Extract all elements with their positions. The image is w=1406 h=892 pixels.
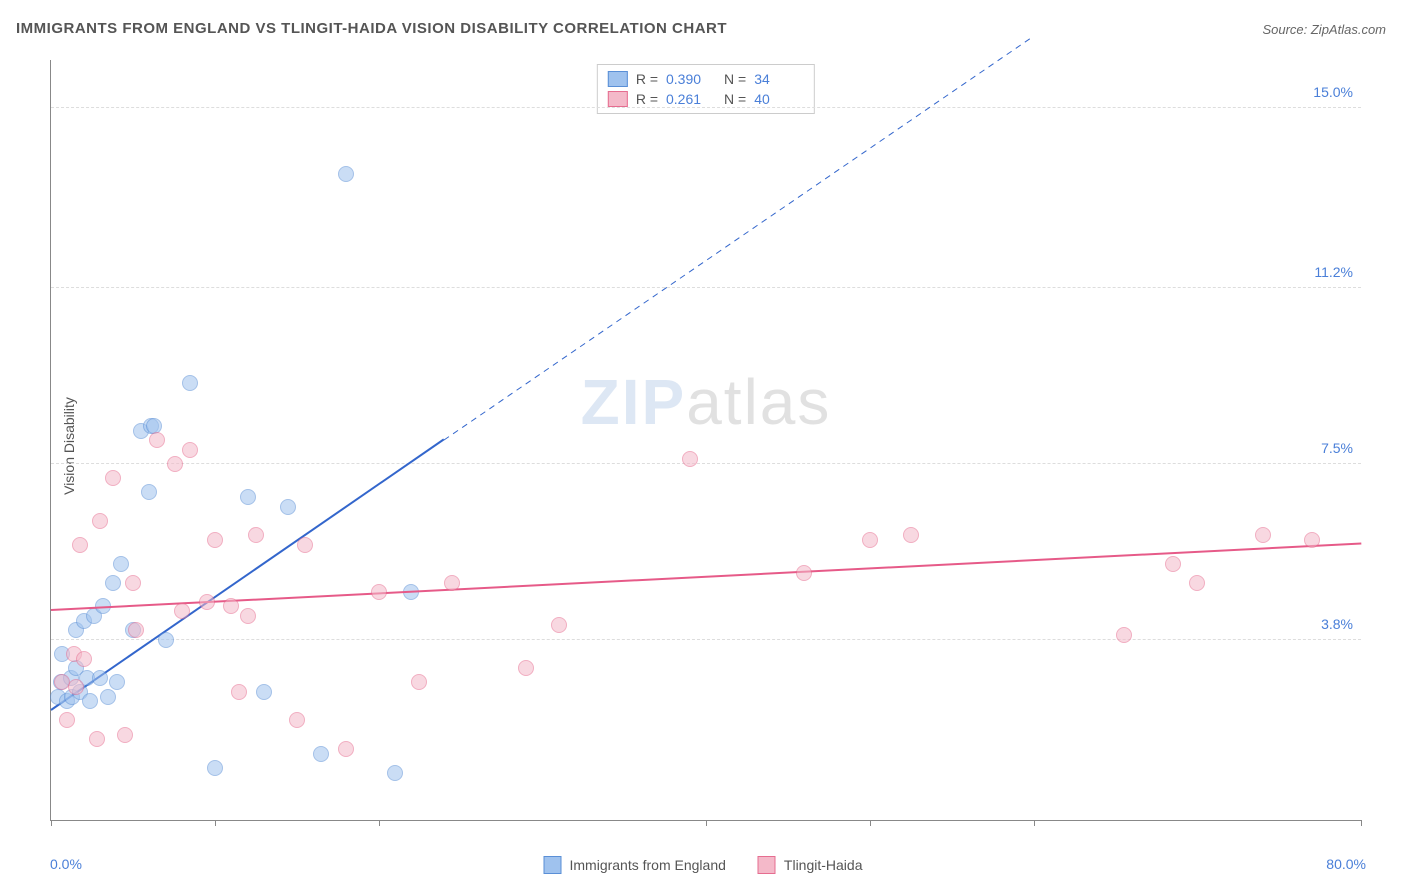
trend-line-dashed bbox=[51, 60, 1361, 820]
data-point-tlingit bbox=[128, 622, 144, 638]
data-point-tlingit bbox=[297, 537, 313, 553]
data-point-tlingit bbox=[223, 598, 239, 614]
data-point-tlingit bbox=[518, 660, 534, 676]
data-point-tlingit bbox=[682, 451, 698, 467]
data-point-england bbox=[256, 684, 272, 700]
data-point-tlingit bbox=[240, 608, 256, 624]
data-point-tlingit bbox=[1116, 627, 1132, 643]
data-point-england bbox=[92, 670, 108, 686]
legend-item-tlingit: Tlingit-Haida bbox=[758, 856, 863, 874]
data-point-england bbox=[109, 674, 125, 690]
data-point-tlingit bbox=[125, 575, 141, 591]
data-point-england bbox=[100, 689, 116, 705]
data-point-tlingit bbox=[105, 470, 121, 486]
data-point-england bbox=[182, 375, 198, 391]
data-point-england bbox=[280, 499, 296, 515]
data-point-tlingit bbox=[903, 527, 919, 543]
x-axis-max-label: 80.0% bbox=[1326, 856, 1366, 872]
data-point-england bbox=[240, 489, 256, 505]
data-point-tlingit bbox=[68, 679, 84, 695]
data-point-tlingit bbox=[89, 731, 105, 747]
data-point-england bbox=[387, 765, 403, 781]
data-point-tlingit bbox=[59, 712, 75, 728]
source-attribution: Source: ZipAtlas.com bbox=[1262, 22, 1386, 37]
x-tick bbox=[1034, 820, 1035, 826]
data-point-tlingit bbox=[72, 537, 88, 553]
data-point-england bbox=[207, 760, 223, 776]
data-point-tlingit bbox=[1255, 527, 1271, 543]
x-tick bbox=[1361, 820, 1362, 826]
x-tick bbox=[51, 820, 52, 826]
legend-label: Tlingit-Haida bbox=[784, 857, 863, 873]
legend-item-england: Immigrants from England bbox=[544, 856, 726, 874]
x-tick bbox=[215, 820, 216, 826]
data-point-tlingit bbox=[289, 712, 305, 728]
data-point-tlingit bbox=[1189, 575, 1205, 591]
legend-label: Immigrants from England bbox=[570, 857, 726, 873]
data-point-tlingit bbox=[207, 532, 223, 548]
data-point-england bbox=[141, 484, 157, 500]
data-point-tlingit bbox=[1165, 556, 1181, 572]
data-point-tlingit bbox=[338, 741, 354, 757]
data-point-tlingit bbox=[167, 456, 183, 472]
legend-swatch-icon bbox=[544, 856, 562, 874]
data-point-tlingit bbox=[862, 532, 878, 548]
data-point-tlingit bbox=[174, 603, 190, 619]
x-tick bbox=[706, 820, 707, 826]
x-axis-min-label: 0.0% bbox=[50, 856, 82, 872]
chart-plot-area: ZIPatlas R =0.390N =34R =0.261N =40 3.8%… bbox=[50, 60, 1361, 821]
x-tick bbox=[379, 820, 380, 826]
data-point-tlingit bbox=[199, 594, 215, 610]
data-point-tlingit bbox=[551, 617, 567, 633]
data-point-tlingit bbox=[182, 442, 198, 458]
series-legend: Immigrants from England Tlingit-Haida bbox=[544, 856, 863, 874]
data-point-england bbox=[105, 575, 121, 591]
data-point-england bbox=[82, 693, 98, 709]
data-point-tlingit bbox=[248, 527, 264, 543]
data-point-tlingit bbox=[1304, 532, 1320, 548]
data-point-tlingit bbox=[117, 727, 133, 743]
legend-swatch-icon bbox=[758, 856, 776, 874]
data-point-tlingit bbox=[149, 432, 165, 448]
data-point-tlingit bbox=[231, 684, 247, 700]
data-point-tlingit bbox=[371, 584, 387, 600]
data-point-tlingit bbox=[444, 575, 460, 591]
data-point-england bbox=[338, 166, 354, 182]
x-tick bbox=[870, 820, 871, 826]
data-point-tlingit bbox=[796, 565, 812, 581]
data-point-tlingit bbox=[76, 651, 92, 667]
data-point-tlingit bbox=[411, 674, 427, 690]
chart-title: IMMIGRANTS FROM ENGLAND VS TLINGIT-HAIDA… bbox=[16, 20, 727, 37]
data-point-england bbox=[313, 746, 329, 762]
data-point-england bbox=[113, 556, 129, 572]
data-point-tlingit bbox=[92, 513, 108, 529]
data-point-england bbox=[158, 632, 174, 648]
